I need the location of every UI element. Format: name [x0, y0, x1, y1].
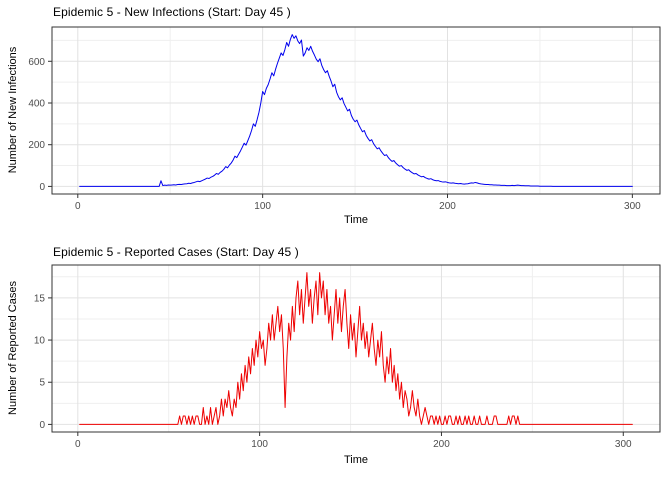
x-tick-label: 200	[433, 439, 450, 450]
panel-border	[51, 26, 661, 195]
chart-title: Epidemic 5 - New Infections (Start: Day …	[53, 5, 291, 19]
x-tick-label: 100	[254, 201, 271, 212]
reported-cases-plot-area: 0 100 200 300 0 5 10 15	[34, 264, 661, 450]
new-infections-line	[79, 34, 633, 187]
x-tick-label: 200	[439, 201, 456, 212]
y-tick-label: 5	[39, 378, 45, 389]
new-infections-plot-area: 0 100 200 300 0 200 400 600	[28, 26, 661, 212]
x-tick-label: 0	[75, 201, 81, 212]
y-tick-label: 200	[28, 140, 45, 151]
x-tick-label: 100	[251, 439, 268, 450]
reported-cases-line	[79, 272, 633, 425]
chart-title: Epidemic 5 - Reported Cases (Start: Day …	[53, 245, 299, 259]
x-tick-label: 0	[75, 439, 81, 450]
y-tick-label: 600	[28, 57, 45, 68]
y-tick-label: 10	[34, 336, 46, 347]
x-axis-label: Time	[343, 214, 369, 226]
x-tick-label: 300	[624, 201, 641, 212]
y-tick-label: 0	[39, 182, 45, 193]
x-axis-label: Time	[343, 454, 369, 466]
y-tick-label: 0	[39, 420, 45, 431]
x-tick-label: 300	[615, 439, 632, 450]
panel-border	[51, 264, 661, 433]
chart-reported-cases: 0 100 200 300 0 5 10 15 Epidemic 5 - Reported C…	[0, 240, 672, 480]
y-tick-label: 400	[28, 98, 45, 109]
y-tick-label: 15	[34, 293, 46, 304]
y-axis-label: Number of Reported Cases	[7, 281, 19, 415]
chart-new-infections: 0 100 200 300 0 200 400 600 Epidemic 5 - New In…	[7, 5, 661, 226]
y-axis-label: Number of New Infections	[7, 46, 19, 174]
